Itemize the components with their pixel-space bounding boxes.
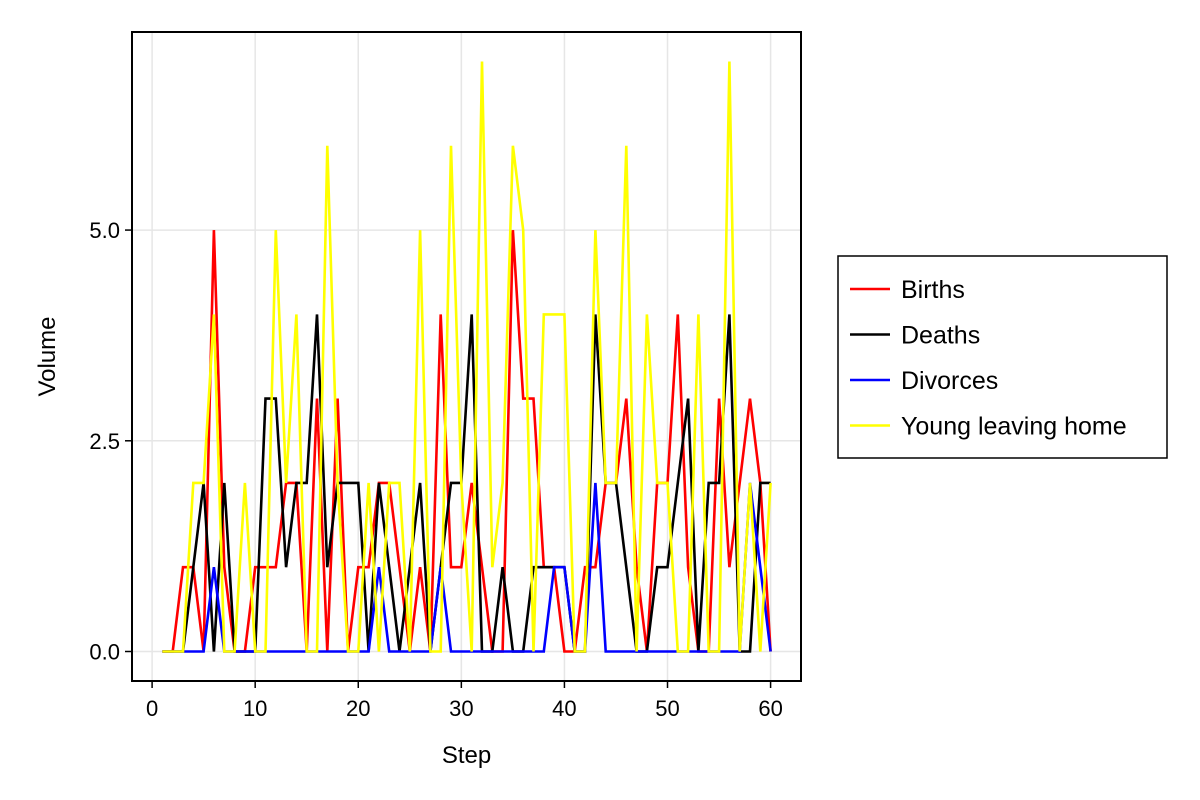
x-tick-label: 30 [449,696,473,721]
x-tick-label: 20 [346,696,370,721]
plot-area-frame [131,31,802,682]
x-tick-label: 10 [243,696,267,721]
legend-label: Divorces [901,367,998,395]
x-tick-label: 60 [758,696,782,721]
legend-label: Deaths [901,322,980,350]
x-axis-title: Step [442,742,491,769]
x-tick-label: 40 [552,696,576,721]
series-lines [162,61,772,653]
y-tick-label: 5.0 [89,218,120,243]
series-line-births [162,230,772,653]
legend-items: Births Deaths Divorces Young leaving home [850,276,1127,441]
axis-ticks: 0 10 20 30 40 50 60 0.0 2.5 5.0 [89,218,782,721]
x-tick-label: 0 [146,696,158,721]
legend-box [837,255,1168,459]
x-tick-label: 50 [655,696,679,721]
y-axis-title: Volume [34,316,61,396]
series-line-young-leaving-home [162,61,772,653]
series-line-deaths [162,314,771,653]
legend-label: Young leaving home [901,413,1127,441]
legend-label: Births [901,276,965,304]
y-tick-label: 0.0 [89,640,120,665]
y-tick-label: 2.5 [89,429,120,454]
legend: Births Deaths Divorces Young leaving home [837,255,1168,459]
